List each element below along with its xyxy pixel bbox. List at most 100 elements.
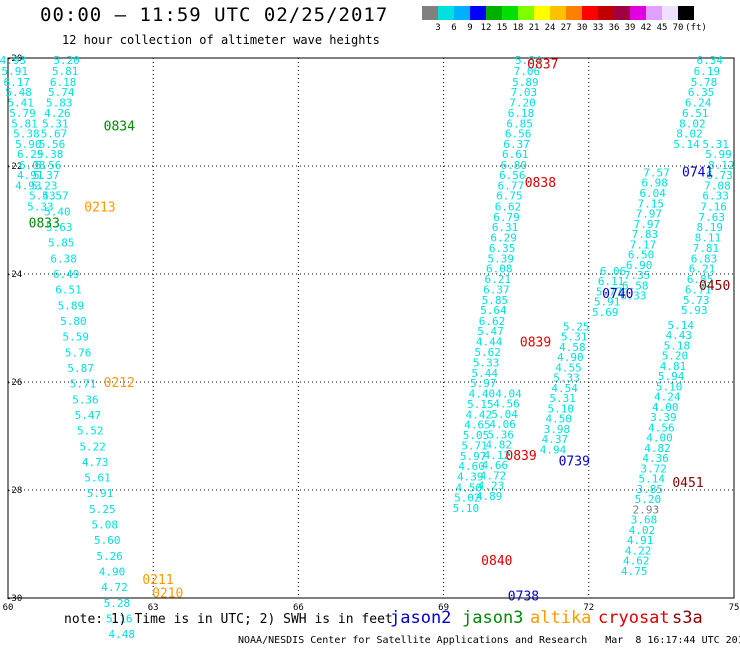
wave-height-value: 4.00 — [646, 432, 673, 445]
x-tick-label: 63 — [148, 603, 159, 613]
wave-height-value: 5.05 — [463, 429, 490, 442]
wave-height-value: 4.91 — [627, 534, 654, 547]
wave-height-value: 6.58 — [622, 279, 649, 292]
legend-cryosat: cryosat — [598, 608, 670, 628]
wave-height-value: 5.52 — [77, 425, 104, 438]
wave-height-value: 6.56 — [505, 128, 532, 141]
wave-height-value: 5.04 — [491, 408, 518, 421]
pass-time-label: 0211 — [142, 573, 173, 588]
wave-height-value: 4.72 — [101, 581, 128, 594]
wave-height-value: 3.98 — [544, 423, 571, 436]
wave-height-value: 6.75 — [496, 190, 523, 203]
wave-height-value: 6.51 — [682, 107, 709, 120]
legend-altika: altika — [530, 608, 592, 628]
pass-time-label: 0837 — [527, 57, 558, 72]
wave-height-value: 8.11 — [695, 231, 722, 244]
wave-height-value: 4.94 — [540, 444, 567, 457]
wave-height-value: 4.12 — [484, 449, 511, 462]
wave-height-value: 6.83 — [691, 252, 718, 265]
wave-height-value: 4.23 — [478, 480, 505, 493]
wave-height-value: 8.19 — [697, 221, 724, 234]
color-scale-label: 6 — [451, 23, 457, 33]
color-swatch — [454, 6, 470, 20]
wave-height-value: 6.21 — [689, 263, 716, 276]
wave-height-value: 6.19 — [694, 65, 721, 78]
wave-height-value: 6.85 — [506, 117, 533, 130]
pass-time-label: 0739 — [559, 454, 590, 469]
wave-height-value: 4.66 — [482, 459, 509, 472]
wave-height-value: 5.63 — [46, 221, 73, 234]
wave-height-value: 6.33 — [620, 290, 647, 303]
wave-height-value: 5.22 — [79, 440, 106, 453]
wave-height-value: 5.93 — [681, 304, 708, 317]
wave-height-value: 5.47 — [75, 409, 102, 422]
y-tick-label: -26 — [6, 378, 22, 388]
page-subtitle: 12 hour collection of altimeter wave hei… — [62, 33, 380, 47]
wave-height-value: 5.59 — [63, 331, 90, 344]
color-swatch — [534, 6, 550, 20]
color-scale-label: 42 — [640, 23, 652, 33]
wave-height-value: 5.33 — [27, 201, 54, 214]
pass-time-label: 0833 — [29, 217, 60, 232]
wave-height-value: 6.06 — [600, 265, 627, 278]
color-scale-label: 21 — [528, 23, 540, 33]
wave-height-value: 6.35 — [489, 242, 516, 255]
color-scale-label: 3 — [435, 23, 441, 33]
color-scale-label: 39 — [624, 23, 636, 33]
wave-height-value: 4.50 — [456, 481, 483, 494]
color-swatch — [630, 6, 646, 20]
wave-height-value: 5.74 — [48, 86, 75, 99]
wave-height-value: 5.56 — [35, 159, 62, 172]
wave-height-value: 5.40 — [44, 205, 71, 218]
wave-height-value: 5.76 — [65, 346, 92, 359]
wave-height-value: 5.56 — [39, 138, 66, 151]
wave-height-value: 5.20 — [635, 493, 662, 506]
wave-height-value: 6.38 — [50, 252, 77, 265]
wave-height-value: 5.89 — [58, 299, 85, 312]
wave-height-value: 4.89 — [476, 490, 503, 503]
wave-height-value: 5.15 — [467, 398, 494, 411]
color-swatch — [582, 6, 598, 20]
wave-height-value: 4.56 — [493, 398, 520, 411]
wave-height-value: 6.73 — [706, 169, 733, 182]
wave-height-value: 4.02 — [629, 524, 656, 537]
pass-time-label: 0451 — [672, 476, 703, 491]
wave-height-value: 4.06 — [489, 418, 516, 431]
pass-time-label: 0212 — [104, 376, 135, 391]
color-swatch — [646, 6, 662, 20]
color-scale-labels: 3 6 9 12 15 18 21 24 27 30 33 36 39 42 45 70 (ft) — [422, 23, 740, 35]
wave-height-value: 5.64 — [480, 304, 507, 317]
wave-height-value: 5.02 — [454, 492, 481, 505]
wave-height-value: 5.08 — [92, 519, 119, 532]
wave-height-value: 5.31 — [42, 117, 69, 130]
wave-height-value: 5.38 — [13, 128, 40, 141]
y-tick-label: -30 — [6, 594, 22, 604]
wave-height-value: 7.97 — [636, 208, 663, 221]
wave-height-value: 6.50 — [628, 249, 655, 262]
wave-height-value: 5.81 — [52, 65, 79, 78]
wave-height-value: 6.71 — [685, 284, 712, 297]
wave-height-value: 5.69 — [592, 306, 619, 319]
wave-height-value: 5.18 — [664, 339, 691, 352]
wave-height-value: 5.67 — [41, 128, 68, 141]
wave-height-value: 6.56 — [499, 169, 526, 182]
wave-height-value: 4.00 — [652, 401, 679, 414]
wave-height-value: 4.81 — [660, 360, 687, 373]
wave-height-value: 5.41 — [7, 96, 34, 109]
wave-height-value: 6.80 — [501, 159, 528, 172]
wave-height-value: 7.20 — [509, 96, 536, 109]
wave-height-value: 4.90 — [99, 566, 126, 579]
wave-height-value: 6.08 — [486, 263, 513, 276]
wave-height-value: 7.83 — [632, 228, 659, 241]
wave-height-value: 5.25 — [89, 503, 116, 516]
wave-height-value: 3.68 — [631, 514, 658, 527]
wave-height-value: 6.37 — [483, 284, 510, 297]
wave-height-value: 5.97 — [460, 450, 487, 463]
wave-height-value: 6.34 — [697, 54, 724, 67]
wave-height-value: 6.49 — [53, 268, 80, 281]
wave-height-value: 3.85 — [637, 483, 664, 496]
wave-height-value: 5.14 — [673, 138, 700, 151]
wave-height-value: 4.43 — [666, 329, 693, 342]
wave-height-value: 5.14 — [668, 319, 695, 332]
